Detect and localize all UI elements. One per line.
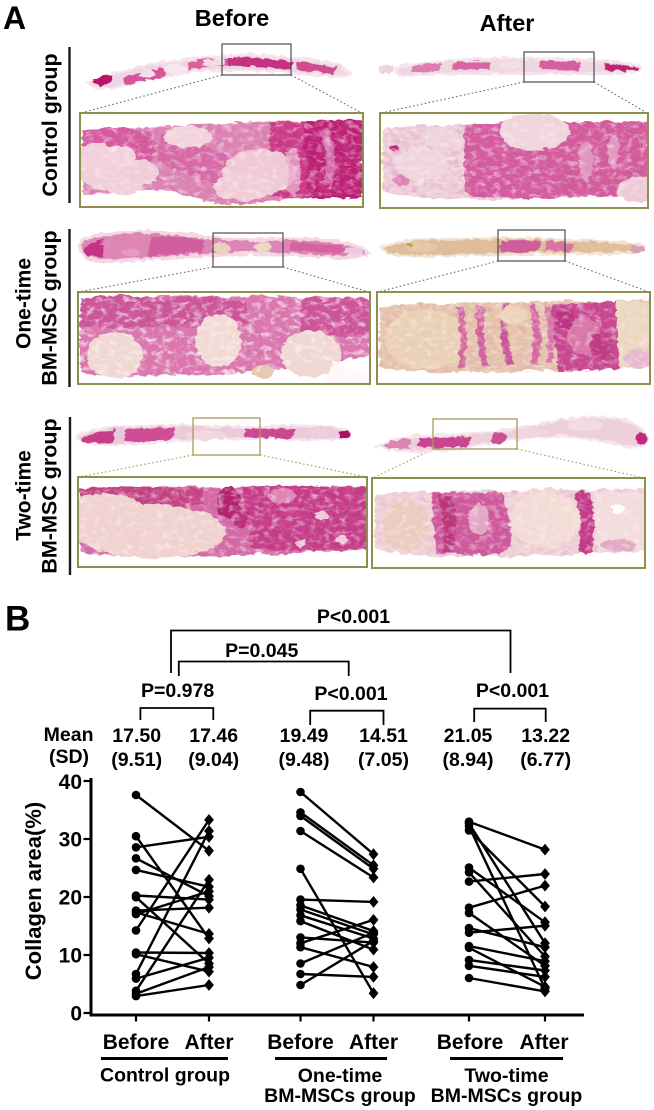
svg-text:P<0.001: P<0.001	[476, 680, 549, 702]
svg-text:BM-MSC group: BM-MSC group	[38, 418, 62, 573]
svg-text:30: 30	[59, 829, 82, 852]
svg-text:0: 0	[70, 1003, 82, 1026]
svg-text:17.46: 17.46	[189, 725, 238, 747]
svg-text:Mean: Mean	[44, 724, 94, 746]
svg-text:(9.48): (9.48)	[279, 749, 330, 771]
svg-text:P<0.001: P<0.001	[317, 606, 390, 628]
svg-text:B: B	[5, 600, 30, 639]
svg-text:Control group: Control group	[38, 53, 62, 196]
svg-text:19.49: 19.49	[280, 725, 329, 747]
svg-text:P=0.978: P=0.978	[141, 680, 214, 702]
svg-text:17.50: 17.50	[112, 725, 161, 747]
svg-text:BM-MSCs group: BM-MSCs group	[431, 1085, 583, 1107]
svg-text:10: 10	[59, 945, 82, 968]
svg-text:After: After	[349, 1031, 398, 1054]
svg-text:Collagen area(%): Collagen area(%)	[21, 802, 46, 981]
svg-text:One-time: One-time	[13, 258, 36, 349]
svg-text:(9.04): (9.04)	[188, 749, 239, 771]
svg-text:After: After	[184, 1031, 233, 1054]
svg-text:A: A	[3, 0, 26, 36]
svg-text:BM-MSC group: BM-MSC group	[38, 230, 62, 385]
svg-text:Before: Before	[103, 1031, 170, 1054]
svg-text:After: After	[480, 10, 535, 36]
svg-text:P=0.045: P=0.045	[225, 640, 298, 662]
svg-text:14.51: 14.51	[359, 725, 408, 747]
svg-text:13.22: 13.22	[521, 725, 570, 747]
svg-text:(6.77): (6.77)	[520, 749, 571, 771]
svg-text:Two-time: Two-time	[464, 1065, 548, 1087]
svg-text:One-time: One-time	[298, 1065, 383, 1087]
svg-text:Two-time: Two-time	[13, 450, 36, 541]
svg-text:(7.05): (7.05)	[358, 749, 409, 771]
svg-text:Control group: Control group	[100, 1065, 230, 1087]
svg-text:40: 40	[59, 771, 82, 794]
svg-text:Before: Before	[267, 1031, 334, 1054]
svg-text:21.05: 21.05	[444, 725, 493, 747]
svg-text:After: After	[519, 1031, 568, 1054]
svg-text:BM-MSCs group: BM-MSCs group	[264, 1085, 416, 1107]
svg-text:Before: Before	[195, 5, 269, 31]
svg-text:20: 20	[59, 887, 82, 910]
svg-text:Before: Before	[437, 1031, 504, 1054]
svg-text:(SD): (SD)	[49, 746, 89, 768]
svg-text:P<0.001: P<0.001	[314, 683, 387, 705]
svg-text:(8.94): (8.94)	[443, 749, 494, 771]
svg-text:(9.51): (9.51)	[111, 749, 162, 771]
